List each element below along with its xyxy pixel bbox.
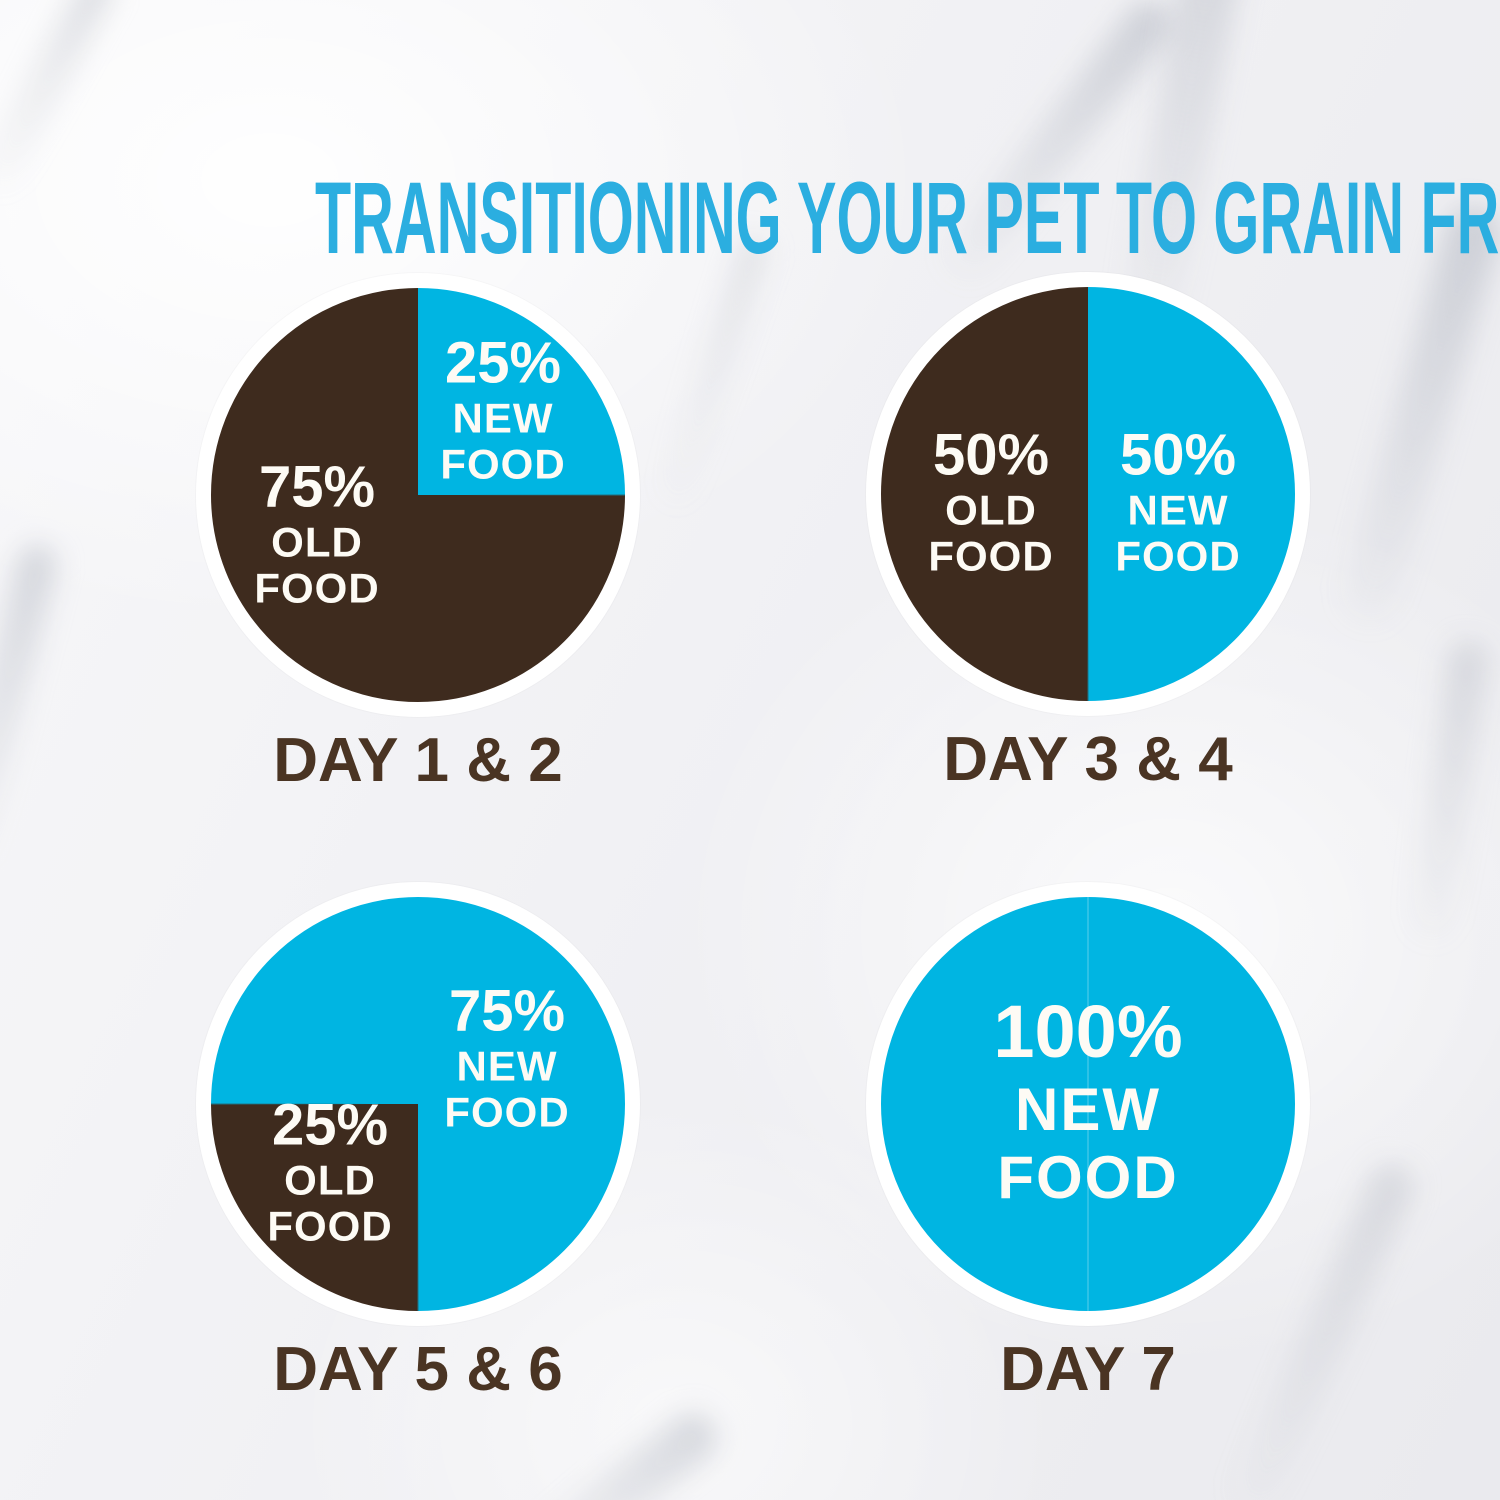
slice-label-new-food: 75% NEW FOOD bbox=[444, 978, 570, 1136]
slice-label-old-food: 75% OLD FOOD bbox=[254, 454, 380, 612]
marble-vein bbox=[0, 540, 62, 870]
slice-label-new-food: 25% NEW FOOD bbox=[440, 330, 566, 488]
slice-word: FOOD bbox=[267, 1202, 393, 1250]
slice-percent: 50% bbox=[1119, 422, 1237, 488]
slice-word: FOOD bbox=[1115, 532, 1241, 580]
day-label: DAY 1 & 2 bbox=[273, 726, 563, 795]
slice-percent: 75% bbox=[258, 454, 376, 520]
slice-label-new-food: 100% NEW FOOD bbox=[993, 990, 1183, 1212]
day-label: DAY 3 & 4 bbox=[943, 725, 1233, 794]
slice-label-new-food: 50% NEW FOOD bbox=[1115, 422, 1241, 580]
slice-word: NEW bbox=[1015, 1076, 1161, 1143]
page-title: TRANSITIONING YOUR PET TO GRAIN FREE bbox=[315, 161, 1500, 276]
slice-word: OLD bbox=[271, 518, 363, 566]
slice-word: NEW bbox=[452, 394, 554, 442]
day-label: DAY 7 bbox=[1000, 1335, 1176, 1404]
slice-word: NEW bbox=[1127, 486, 1229, 534]
slice-percent: 75% bbox=[448, 978, 566, 1044]
pie-day-3-4: 50% OLD FOOD 50% NEW FOOD bbox=[866, 272, 1310, 716]
slice-word: NEW bbox=[456, 1042, 558, 1090]
slice-label-old-food: 25% OLD FOOD bbox=[267, 1092, 393, 1250]
slice-word: OLD bbox=[284, 1156, 376, 1204]
pie-chart-day-1-2: 25% NEW FOOD 75% OLD FOOD DAY 1 & 2 bbox=[196, 273, 640, 833]
slice-percent: 25% bbox=[271, 1092, 389, 1158]
day-label: DAY 5 & 6 bbox=[273, 1335, 563, 1404]
slice-word: FOOD bbox=[254, 564, 380, 612]
slice-percent: 25% bbox=[444, 330, 562, 396]
marble-vein bbox=[1409, 638, 1491, 942]
slice-word: FOOD bbox=[440, 440, 566, 488]
slice-word: FOOD bbox=[928, 532, 1054, 580]
pie-chart-day-5-6: 75% NEW FOOD 25% OLD FOOD DAY 5 & 6 bbox=[196, 882, 640, 1442]
pie-chart-day-7: 100% NEW FOOD DAY 7 bbox=[866, 882, 1310, 1442]
pie-day-5-6: 75% NEW FOOD 25% OLD FOOD bbox=[196, 882, 640, 1326]
slice-percent: 50% bbox=[932, 422, 1050, 488]
slice-word: FOOD bbox=[997, 1144, 1179, 1211]
slice-word: FOOD bbox=[444, 1088, 570, 1136]
pie-chart-day-3-4: 50% OLD FOOD 50% NEW FOOD DAY 3 & 4 bbox=[866, 272, 1310, 832]
marble-vein bbox=[0, 0, 121, 195]
slice-word: OLD bbox=[945, 486, 1037, 534]
slice-label-old-food: 50% OLD FOOD bbox=[928, 422, 1054, 580]
pie-day-1-2: 25% NEW FOOD 75% OLD FOOD bbox=[196, 273, 640, 717]
pie-day-7: 100% NEW FOOD bbox=[866, 882, 1310, 1326]
slice-percent: 100% bbox=[993, 990, 1183, 1073]
